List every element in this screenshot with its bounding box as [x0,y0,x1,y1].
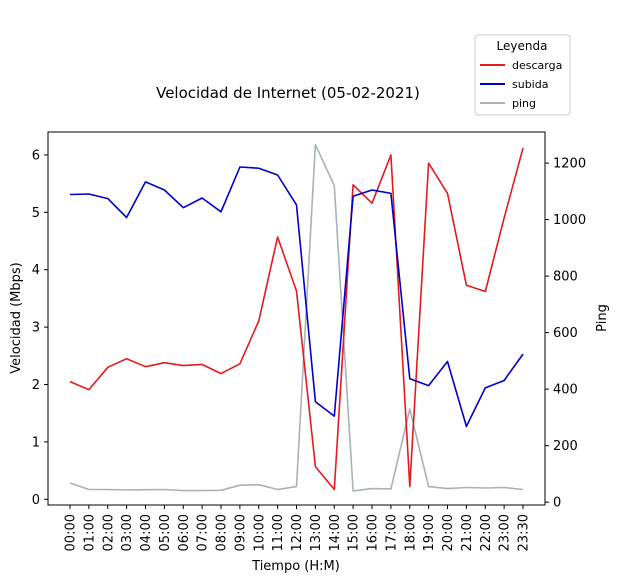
y-tick-label: 4 [32,263,40,278]
x-tick-label: 10:00 [252,514,267,551]
x-tick-label: 19:00 [422,514,437,551]
x-tick-label: 15:00 [347,514,362,551]
x-tick-label: 23:30 [517,514,532,551]
x-tick-label: 11:00 [271,514,286,551]
x-tick-label: 18:00 [403,514,418,551]
y-tick-label: 2 [32,378,40,393]
x-tick-label: 05:00 [158,514,173,551]
y2-tick-label: 600 [553,326,578,341]
x-tick-label: 13:00 [309,514,324,551]
x-tick-label: 17:00 [384,514,399,551]
x-tick-label: 22:00 [479,514,494,551]
x-tick-label: 07:00 [196,514,211,551]
y-tick-label: 3 [32,321,40,336]
chart-title: Velocidad de Internet (05-02-2021) [156,84,420,102]
y-tick-label: 5 [32,206,40,221]
y2-tick-label: 200 [553,439,578,454]
y-tick-label: 0 [32,493,40,508]
y-tick-label: 6 [32,148,40,163]
legend-label-descarga: descarga [512,59,562,72]
x-tick-label: 02:00 [101,514,116,551]
x-tick-label: 21:00 [460,514,475,551]
series-line-ping [69,143,524,492]
y2-axis: 0 200 400 600 800 1000 1200 [545,157,586,511]
legend-box [474,34,571,116]
y-axis-label: Velocidad (Mbps) [9,262,24,373]
x-tick-label: 08:00 [215,514,230,551]
x-tick-label: 03:00 [120,514,135,551]
y-tick-label: 1 [32,435,40,450]
y-axis: 0 1 2 3 4 5 6 [32,148,48,508]
legend-title: Leyenda [497,39,548,53]
legend: Leyenda descarga subida ping [474,34,571,116]
legend-label-subida: subida [512,78,548,91]
series-line-descarga [69,147,524,491]
y2-tick-label: 1200 [553,157,586,172]
x-tick-label: 16:00 [366,514,381,551]
legend-label-ping: ping [512,97,536,110]
x-axis: 00:00 01:00 02:00 03:00 04:00 05:00 06:00 07:00… [64,505,532,551]
x-tick-label: 14:00 [328,514,343,551]
y2-tick-label: 400 [553,383,578,398]
x-tick-label: 00:00 [64,514,79,551]
y2-tick-label: 800 [553,270,578,285]
x-tick-label: 20:00 [441,514,456,551]
x-tick-label: 04:00 [139,514,154,551]
y2-tick-label: 1000 [553,213,586,228]
y2-tick-label: 0 [553,496,561,511]
x-tick-label: 01:00 [82,514,97,551]
y2-axis-label: Ping [595,304,610,332]
series-line-subida [69,166,524,428]
x-tick-label: 12:00 [290,514,305,551]
plot-area [69,143,524,492]
x-tick-label: 23:00 [498,514,513,551]
x-axis-label: Tiempo (H:M) [251,559,340,574]
x-tick-label: 09:00 [233,514,248,551]
x-tick-label: 06:00 [177,514,192,551]
